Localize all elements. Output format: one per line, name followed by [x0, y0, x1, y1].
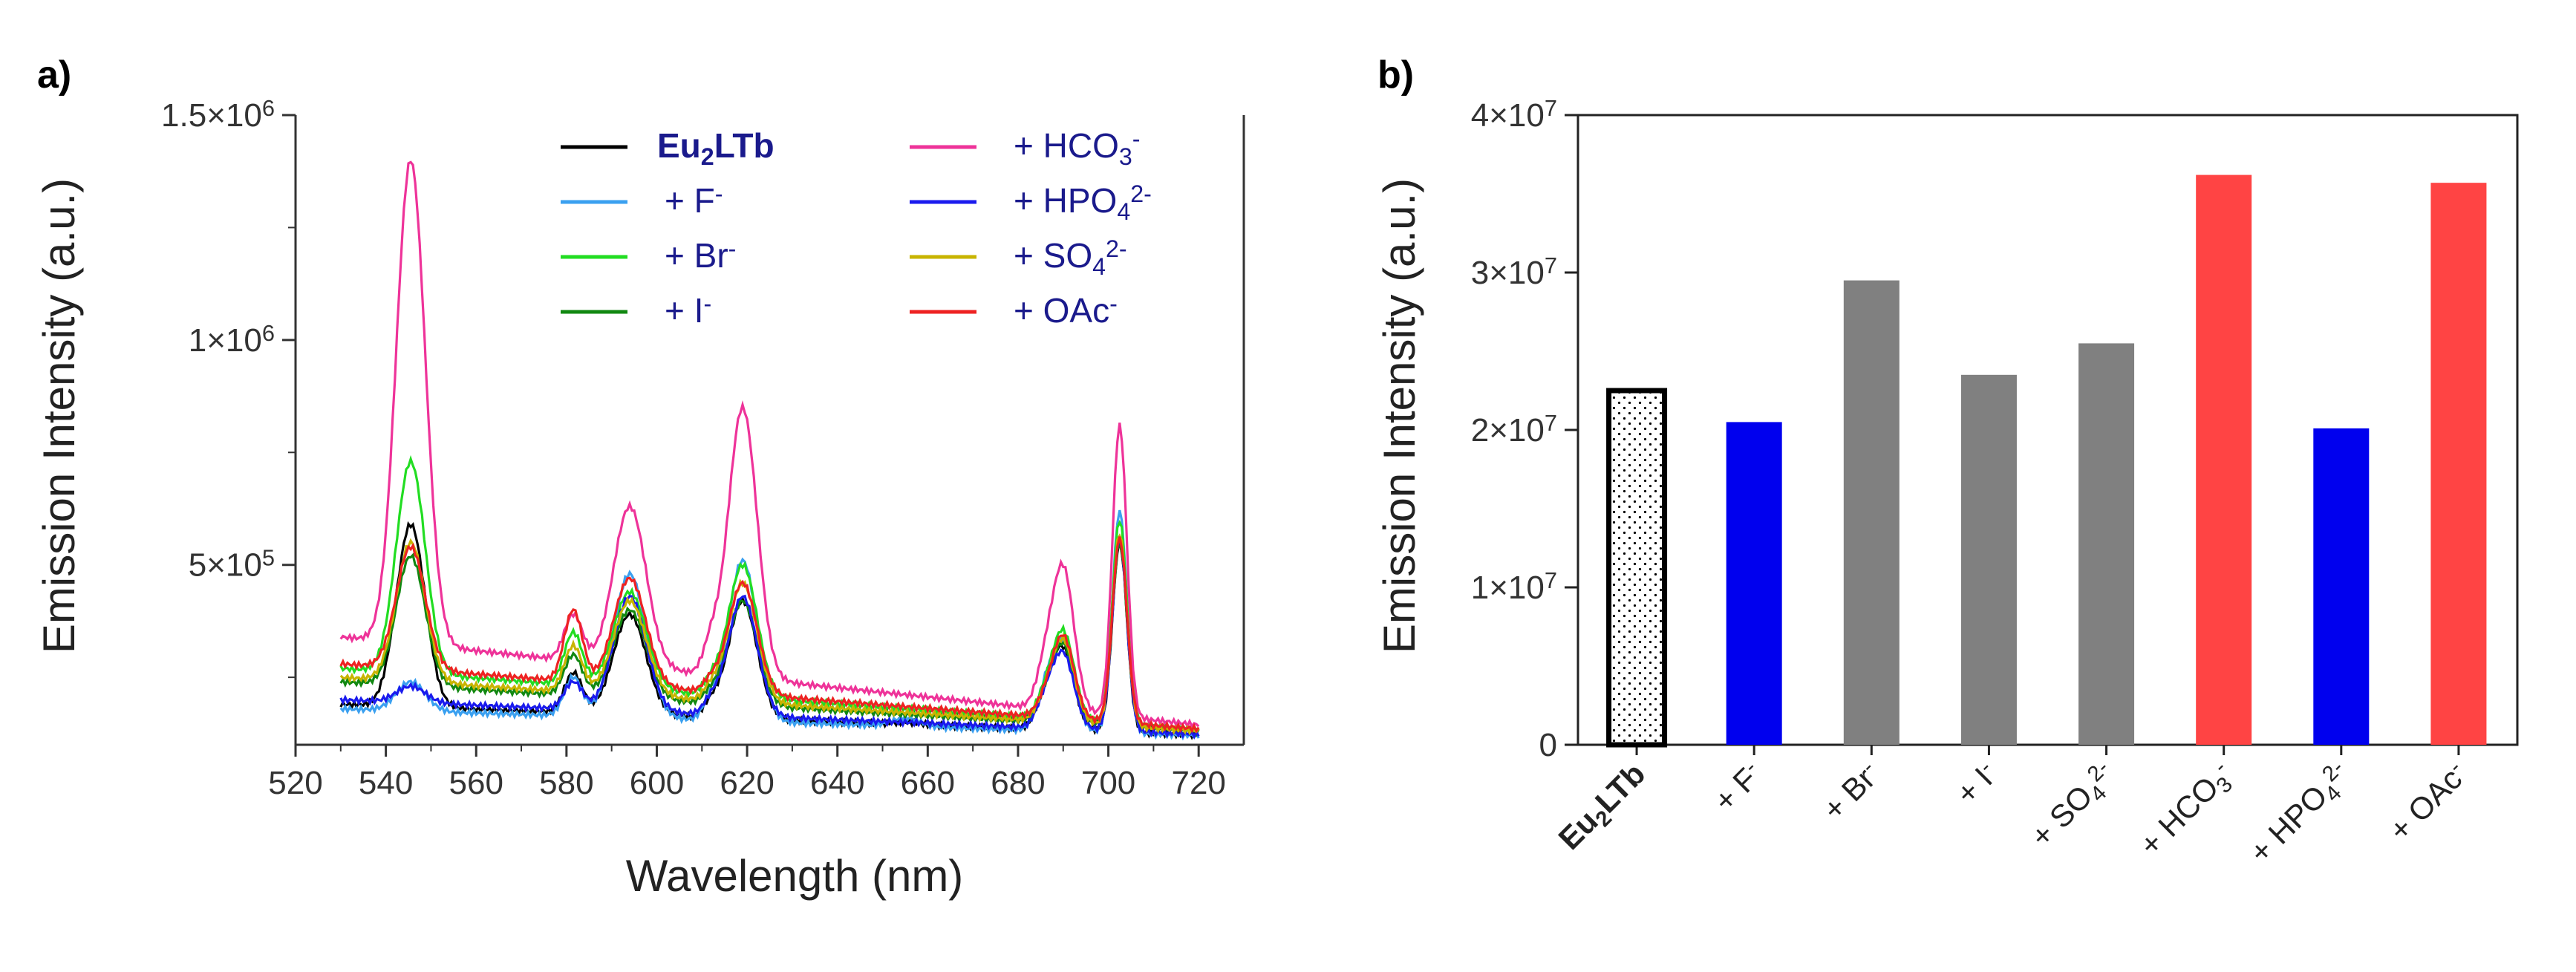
panel-a-y-tick-label: 5×105	[189, 545, 275, 584]
panel-a-y-tick-label: 1.5×106	[161, 95, 275, 134]
bar-1	[1726, 422, 1782, 745]
panel-b-category-labels: Eu2LTb + F- + Br- + I- + SO42- + HCO3-+ HPO42…	[1551, 755, 2474, 873]
panel-b-frame	[1576, 114, 2519, 746]
panel-b-y-tick-label: 0	[1539, 727, 1557, 763]
panel-a-x-tick-label: 660	[901, 765, 955, 801]
legend-entry-label: + HPO42-	[1014, 180, 1152, 225]
category-label-4: + SO42-	[2023, 755, 2125, 857]
panel-a-legend: Eu2LTb + F- + Br- + I- + HCO3- + HPO42- + SO42…	[561, 125, 1152, 330]
bar-2	[1843, 280, 1900, 746]
panel-b-bar-chart: b) Emission Intensity (a.u.) 0 1×107 2×107…	[1375, 53, 2519, 873]
panel-a-x-tick-label: 700	[1081, 765, 1135, 801]
category-label-7: + OAc-	[2381, 755, 2474, 847]
panel-a-x-tick-label: 620	[720, 765, 774, 801]
category-label-2: + Br-	[1815, 755, 1886, 826]
legend-entry-label: Eu2LTb	[657, 126, 775, 170]
legend-entry-label: + Br-	[665, 235, 736, 275]
category-label-3: + I-	[1949, 755, 2004, 811]
panel-a-x-tick-label: 640	[810, 765, 864, 801]
bar-6	[2313, 428, 2370, 745]
panel-a-series-group	[339, 160, 1200, 741]
panel-a-axes: 520 540 560 580 600 620 640 660 680 700 720 5×105 1×…	[161, 95, 1245, 801]
panel-a-x-tick-label: 600	[630, 765, 684, 801]
legend-entry-label: + F-	[665, 180, 723, 220]
bar-4	[2078, 343, 2135, 745]
panel-a-x-axis-title: Wavelength (nm)	[626, 851, 964, 901]
panel-b-bars	[1606, 174, 2487, 748]
category-label-5: + HCO3-	[2132, 755, 2243, 866]
series-line-5	[339, 534, 1200, 740]
bar-5	[2196, 174, 2252, 745]
series-line-4	[339, 160, 1200, 729]
series-line-7	[339, 536, 1200, 734]
panel-a-x-tick-label: 680	[991, 765, 1045, 801]
bar-3	[1960, 374, 2017, 745]
legend-entry-label: + SO42-	[1014, 235, 1127, 280]
panel-a-label: a)	[37, 53, 71, 97]
legend-entry-label: + OAc-	[1014, 290, 1118, 330]
panel-b-y-tick-label: 1×107	[1471, 567, 1557, 606]
category-label-0: Eu2LTb	[1551, 756, 1655, 860]
panel-a-x-tick-label: 580	[539, 765, 593, 801]
panel-b-y-tick-label: 4×107	[1471, 95, 1557, 134]
panel-a-line-chart: a) Emission Intensity (a.u.) Wavelength …	[34, 53, 1245, 901]
panel-b-y-axis-title: Emission Intensity (a.u.)	[1375, 178, 1424, 653]
series-line-6	[339, 533, 1200, 736]
panel-b-y-tick-label: 2×107	[1471, 410, 1557, 449]
panel-a-x-tick-label: 720	[1171, 765, 1225, 801]
panel-a-x-tick-label: 520	[268, 765, 322, 801]
panel-a-x-tick-label: 560	[449, 765, 503, 801]
category-label-1: + F-	[1706, 755, 1770, 818]
legend-entry-label: + I-	[665, 290, 711, 330]
panel-b-label: b)	[1377, 53, 1414, 97]
panel-b-axes: 0 1×107 2×107 3×107 4×107	[1471, 95, 2519, 763]
panel-b-y-tick-label: 3×107	[1471, 252, 1557, 291]
panel-a-y-axis-title: Emission Intensity (a.u.)	[34, 178, 84, 653]
panel-a-y-tick-label: 1×106	[189, 320, 275, 359]
panel-a-x-tick-label: 540	[359, 765, 413, 801]
bar-0	[1606, 388, 1668, 748]
bar-7	[2430, 183, 2487, 745]
category-label-6: + HPO42-	[2242, 755, 2360, 873]
legend-entry-label: + HCO3-	[1014, 125, 1141, 170]
